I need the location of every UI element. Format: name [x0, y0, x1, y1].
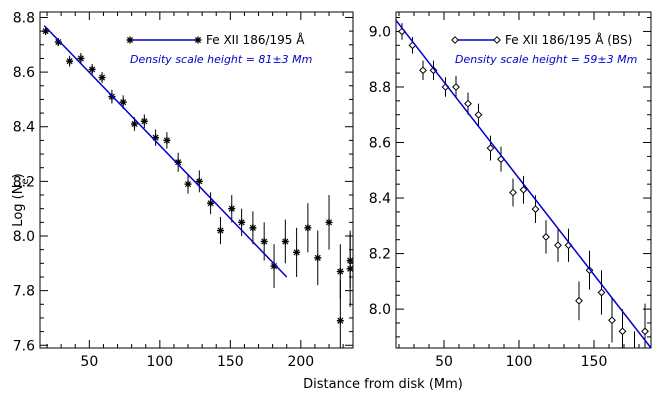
legend-marker: [451, 36, 459, 44]
legend-marker: [194, 36, 202, 44]
legend: Fe XII 186/195 Å (BS): [451, 32, 632, 47]
y-tick-label: 9.0: [369, 24, 391, 40]
data-point: [346, 265, 353, 273]
data-point: [260, 237, 268, 245]
data-point: [195, 177, 203, 185]
data-point: [304, 224, 312, 232]
x-tick-label: 50: [80, 354, 98, 370]
data-point: [336, 317, 344, 325]
data-point: [486, 144, 495, 152]
data-point: [314, 254, 322, 262]
y-tick-label: 8.0: [13, 229, 35, 245]
y-tick-label: 8.0: [369, 302, 391, 318]
legend-label: Fe XII 186/195 Å: [206, 32, 305, 47]
data-point: [293, 248, 301, 256]
x-axis-title: Distance from disk (Mm): [303, 377, 463, 392]
legend-marker: [493, 36, 501, 44]
y-tick-label: 7.6: [13, 338, 35, 354]
y-tick-label: 8.4: [13, 120, 35, 136]
data-layer: [396, 19, 651, 362]
data-point: [519, 185, 528, 194]
data-point: [184, 180, 192, 188]
fit-line: [43, 25, 288, 278]
legend-marker: [126, 36, 134, 44]
left-panel: 50 100 150 200 7.6 7.8 8.0 8.2 8.4 8.6 8.8 Fe XII 1…: [13, 10, 354, 370]
data-point: [336, 268, 344, 276]
data-point: [419, 66, 427, 75]
data-point: [554, 241, 562, 250]
data-point: [641, 327, 649, 336]
y-tick-label: 8.8: [13, 10, 35, 26]
legend: Fe XII 186/195 Å: [126, 32, 305, 47]
right-panel: 50 100 150 8.0 8.2 8.4 8.6 8.8 9.0 Fe XII 186/195…: [369, 11, 652, 370]
data-point: [66, 57, 74, 65]
y-axis-title-close: ): [11, 173, 26, 178]
data-point: [597, 288, 606, 297]
data-point: [281, 237, 289, 245]
y-tick-label: 8.6: [13, 65, 35, 81]
data-point: [618, 327, 627, 336]
data-point: [140, 117, 148, 125]
data-point: [77, 54, 85, 62]
data-point: [42, 27, 50, 35]
y-tick-label: 8.6: [369, 136, 391, 152]
y-tick-label: 8.8: [369, 80, 391, 96]
data-point: [98, 74, 106, 82]
x-tick-label: 50: [435, 354, 453, 370]
data-point: [88, 65, 96, 73]
data-point: [207, 199, 215, 207]
data-point: [163, 136, 171, 144]
data-point: [270, 262, 278, 270]
fit-line: [396, 19, 651, 348]
y-axis-title: Log (Ne): [11, 173, 31, 226]
y-tick-label: 7.8: [13, 284, 35, 300]
data-point: [228, 205, 236, 213]
x-tick-label: 100: [146, 354, 173, 370]
y-tick-label: 8.4: [369, 191, 391, 207]
data-point: [238, 218, 246, 226]
data-point: [325, 218, 333, 226]
data-point: [216, 227, 224, 235]
plot-frame: [39, 11, 354, 349]
data-point: [130, 120, 138, 128]
data-point: [452, 83, 460, 91]
data-point: [474, 110, 483, 119]
y-axis-title-subscript: e: [20, 178, 31, 184]
data-point: [631, 356, 637, 362]
data-point: [509, 188, 517, 197]
data-point: [429, 66, 438, 75]
y-tick-label: 8.2: [13, 174, 35, 190]
data-point: [119, 98, 127, 106]
x-tick-label: 150: [217, 354, 244, 370]
data-layer: [42, 25, 353, 348]
x-tick-label: 150: [581, 354, 608, 370]
data-point: [542, 233, 550, 241]
scale-height-annotation: Density scale height = 59±3 Mm: [455, 53, 637, 66]
y-tick-label: 8.2: [369, 247, 391, 263]
data-point: [608, 316, 616, 325]
x-tick-label: 200: [287, 354, 314, 370]
legend-label: Fe XII 186/195 Å (BS): [505, 32, 632, 47]
data-point: [575, 296, 583, 305]
data-point: [531, 205, 540, 214]
data-point: [249, 224, 257, 232]
x-tick-label: 100: [506, 354, 533, 370]
scale-height-annotation: Density scale height = 81±3 Mm: [130, 53, 312, 66]
plot-frame: [395, 11, 652, 349]
data-point: [464, 99, 472, 108]
y-axis-title-main: Log (N: [11, 185, 26, 227]
